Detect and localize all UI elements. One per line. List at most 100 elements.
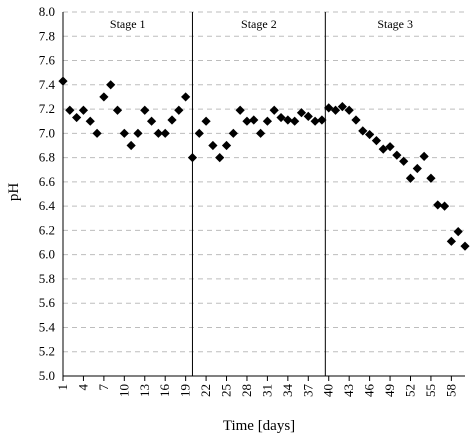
stage-labels: Stage 1 Stage 2 Stage 3 [110,17,413,31]
x-axis-title: Time [days] [223,418,295,434]
y-tick-label: 8.0 [39,4,55,19]
stage-label: Stage 1 [110,17,146,31]
data-point [181,92,191,102]
data-point [460,241,470,251]
data-point [255,128,266,138]
data-point [310,116,320,126]
y-tick-label: 5.8 [39,271,55,286]
data-point [153,128,163,138]
data-point [371,136,382,146]
data-point [235,105,245,115]
axes [62,12,465,381]
data-points [58,76,470,251]
y-tick-label: 5.6 [39,295,56,310]
x-tick-label: 1 [55,384,70,391]
data-point [140,105,150,115]
data-point [201,116,211,126]
y-tick-label: 6.0 [39,247,55,262]
data-point [187,153,198,163]
data-point [167,115,177,125]
data-point [290,116,300,126]
data-point [337,102,347,112]
data-point [453,227,463,237]
data-point [262,116,273,126]
x-tick-label: 52 [402,384,417,397]
y-tick-label: 7.4 [39,77,56,92]
data-point [194,128,204,138]
data-point [221,140,232,151]
x-tick-label: 22 [198,384,213,397]
data-point [392,150,402,160]
data-point [133,128,143,138]
data-point [249,115,259,125]
data-point [92,128,102,138]
stage-dividers [191,12,326,376]
data-point [405,173,416,183]
x-tick-label: 37 [300,384,315,398]
x-tick-label: 40 [321,384,336,397]
data-point [174,105,184,115]
data-point [85,116,95,126]
data-point [351,115,361,125]
data-point [303,111,313,121]
data-point [344,105,354,115]
x-tick-label: 10 [116,384,131,397]
y-tick-label: 6.6 [39,174,56,189]
data-point [242,116,252,126]
data-point [126,140,136,151]
data-point [426,173,436,183]
data-point [399,156,409,166]
data-point [269,105,279,115]
y-tick-label: 7.8 [39,28,55,43]
gridlines [63,11,465,353]
x-tick-label: 43 [341,384,356,397]
data-point [119,128,129,138]
data-point [433,200,443,210]
data-point [78,105,89,115]
x-tick-label: 19 [178,384,193,397]
data-point [330,105,341,115]
data-point [412,163,422,174]
data-point [365,129,375,140]
data-point [378,144,388,154]
data-point [317,115,327,125]
data-point [112,105,123,115]
y-tick-label: 6.4 [39,198,56,213]
data-point [65,105,75,115]
y-tick-label: 5.4 [39,319,56,334]
data-point [228,128,238,138]
y-tick-label: 6.8 [39,150,55,165]
data-point [358,126,368,136]
x-tick-label: 58 [443,384,458,397]
data-point [446,236,456,246]
x-tick-label: 7 [96,384,111,391]
data-point [276,112,286,123]
data-point [296,108,307,118]
data-point [146,116,157,126]
x-tick-label: 34 [280,384,295,398]
y-tick-label: 6.2 [39,222,55,237]
data-point [208,140,218,151]
stage-label: Stage 3 [377,17,413,31]
x-tick-label: 31 [259,384,274,397]
data-point [58,76,68,86]
data-point [324,103,334,113]
x-tick-label: 4 [75,384,90,391]
data-point [215,153,225,163]
y-tick-label: 7.0 [39,125,55,140]
x-tick-label: 25 [219,384,234,397]
y-tick-label: 7.6 [39,53,56,68]
data-point [385,142,395,152]
x-tick-label: 55 [423,384,438,397]
data-point [439,201,450,211]
y-tick-labels: 5.0 5.2 5.4 5.6 5.8 6.0 6.2 6.4 6.6 6.8 7.0 7.2 7.4 7… [39,4,56,383]
y-tick-label: 7.2 [39,101,55,116]
y-tick-label: 5.2 [39,344,55,359]
x-tick-label: 49 [382,384,397,397]
y-tick-label: 5.0 [39,368,55,383]
y-axis-title: pH [6,183,22,202]
x-tick-label: 13 [137,384,152,397]
x-tick-labels: 1 4 7 10 13 16 19 22 25 28 31 34 37 40 43 46 49 52 55 58 [55,384,458,398]
data-point [283,115,293,125]
data-point [160,128,170,138]
